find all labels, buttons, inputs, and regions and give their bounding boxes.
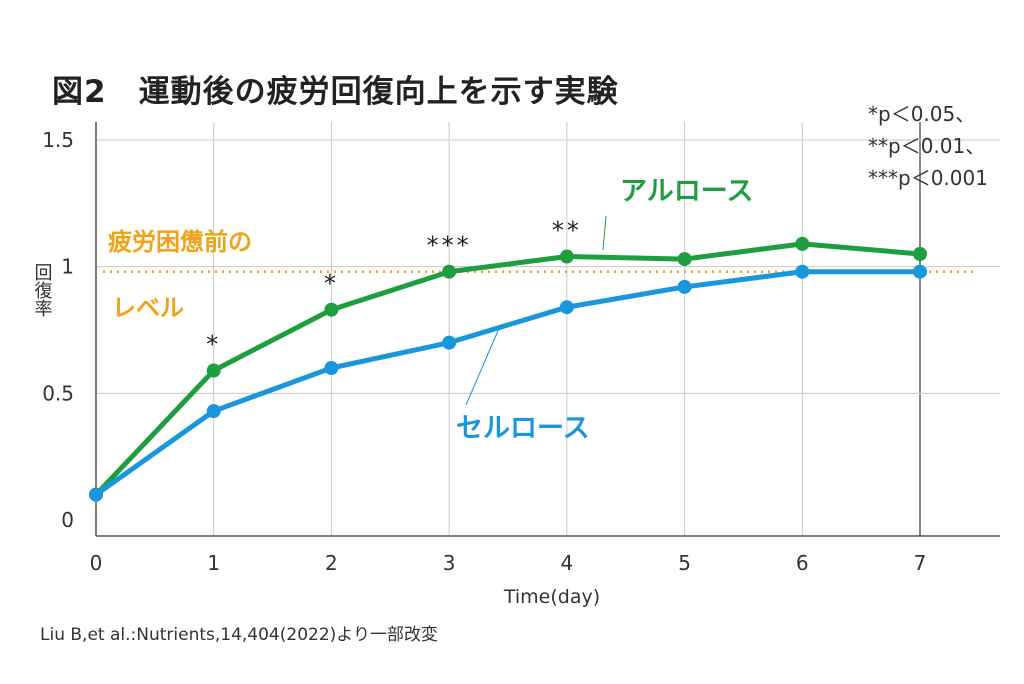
reference-label-line1: 疲労困憊前の: [108, 228, 252, 256]
reference-label-line2: レベル: [112, 294, 184, 322]
x-tick-label: 7: [914, 551, 927, 575]
data-point: [559, 249, 574, 264]
data-point: [324, 302, 339, 317]
series-label-leader: [602, 215, 607, 251]
x-tick-label: 2: [325, 551, 338, 575]
x-tick-label: 1: [207, 551, 220, 575]
y-tick-label: 1: [61, 255, 74, 279]
x-tick-label: 0: [90, 551, 103, 575]
x-tick-label: 5: [678, 551, 691, 575]
series-line-1: [93, 241, 923, 498]
data-point: [559, 300, 574, 315]
x-tick-label: 6: [796, 551, 809, 575]
data-point: [677, 279, 692, 294]
data-point: [913, 264, 927, 279]
series-line-2: [93, 269, 923, 498]
y-tick-label: 1.5: [42, 128, 74, 152]
data-point: [442, 264, 457, 279]
data-point: [324, 361, 339, 375]
y-tick-label: 0.5: [42, 381, 74, 405]
significance-marker: **: [552, 217, 582, 245]
series-label: セルロース: [456, 413, 590, 444]
x-tick-label: 3: [443, 551, 456, 575]
series-label: アルロース: [620, 176, 753, 207]
y-tick-label: 0: [61, 508, 74, 532]
x-axis-label: Time(day): [503, 586, 600, 608]
significance-note-2: **p＜0.01、: [868, 134, 986, 158]
x-tick-label: 4: [560, 551, 573, 575]
significance-marker: ***: [427, 232, 472, 260]
data-point: [206, 363, 221, 378]
significance-note-1: *p＜0.05、: [868, 102, 976, 126]
data-point: [442, 335, 457, 350]
chart-title: 図2 運動後の疲労回復向上を示す実験: [52, 74, 619, 110]
source-citation: Liu B,et al.:Nutrients,14,404(2022)より一部改…: [40, 625, 438, 645]
significance-note-3: ***p＜0.001: [868, 166, 988, 190]
data-point: [89, 487, 103, 502]
data-point: [795, 264, 810, 279]
y-axis-label: 回復率: [32, 263, 53, 317]
data-point: [913, 247, 927, 261]
series-label-leader: [465, 325, 501, 406]
data-point: [206, 404, 221, 419]
data-point: [795, 236, 810, 251]
significance-marker: *: [324, 270, 339, 298]
data-point: [677, 252, 692, 267]
significance-marker: *: [206, 331, 221, 359]
